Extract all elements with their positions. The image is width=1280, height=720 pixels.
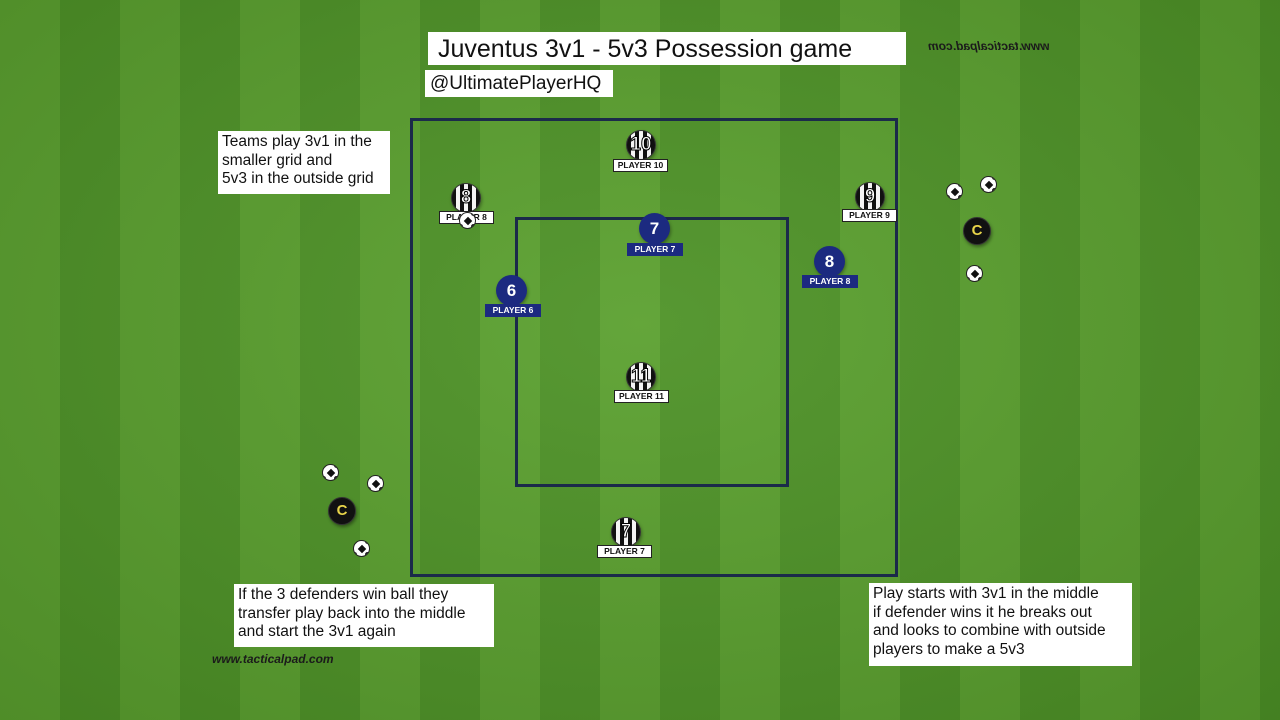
player-label: PLAYER 11 — [614, 390, 669, 403]
note-line: and start the 3v1 again — [238, 623, 396, 641]
juventus-player-11[interactable]: 11 — [626, 362, 656, 392]
note-line: players to make a 5v3 — [873, 640, 1025, 658]
player-label: PLAYER 7 — [627, 243, 683, 256]
inner-grid — [515, 217, 789, 487]
juventus-player-7[interactable]: 7 — [611, 517, 641, 547]
note-line: smaller grid and — [222, 151, 333, 169]
note-top-left: Teams play 3v1 in the smaller grid and 5… — [218, 131, 390, 194]
player-label: PLAYER 10 — [613, 159, 668, 172]
ball-icon[interactable] — [459, 212, 476, 229]
blue-player-6[interactable]: 6 — [496, 275, 527, 306]
ball-icon[interactable] — [966, 265, 983, 282]
ball-icon[interactable] — [322, 464, 339, 481]
juventus-player-9[interactable]: 9 — [855, 182, 885, 212]
diagram-title: Juventus 3v1 - 5v3 Possession game — [428, 32, 906, 65]
note-line: if defender wins it he breaks out — [873, 603, 1092, 621]
note-line: Teams play 3v1 in the — [222, 133, 372, 150]
ball-icon[interactable] — [946, 183, 963, 200]
note-bottom-right: Play starts with 3v1 in the middle if de… — [869, 583, 1132, 666]
outer-grid — [410, 118, 898, 577]
ball-icon[interactable] — [353, 540, 370, 557]
blue-player-8[interactable]: 8 — [814, 246, 845, 277]
ball-icon[interactable] — [367, 475, 384, 492]
watermark-mirrored: www.tacticalpad.com — [928, 39, 1050, 53]
watermark: www.tacticalpad.com — [212, 652, 334, 666]
player-label: PLAYER 6 — [485, 304, 541, 317]
juventus-player-10[interactable]: 10 — [626, 130, 656, 160]
player-label: PLAYER 9 — [842, 209, 897, 222]
note-line: transfer play back into the middle — [238, 604, 466, 622]
note-line: and looks to combine with outside — [873, 622, 1106, 640]
juventus-player-8[interactable]: 8 — [451, 183, 481, 213]
note-line: If the 3 defenders win ball they — [238, 586, 449, 603]
player-label: PLAYER 8 — [802, 275, 858, 288]
note-line: 5v3 in the outside grid — [222, 170, 374, 188]
note-line: Play starts with 3v1 in the middle — [873, 585, 1099, 602]
ball-icon[interactable] — [980, 176, 997, 193]
coach-marker[interactable]: C — [963, 217, 991, 245]
note-bottom-left: If the 3 defenders win ball they transfe… — [234, 584, 494, 647]
twitter-handle: @UltimatePlayerHQ — [425, 70, 613, 97]
coach-marker[interactable]: C — [328, 497, 356, 525]
player-label: PLAYER 7 — [597, 545, 652, 558]
blue-player-7[interactable]: 7 — [639, 213, 670, 244]
